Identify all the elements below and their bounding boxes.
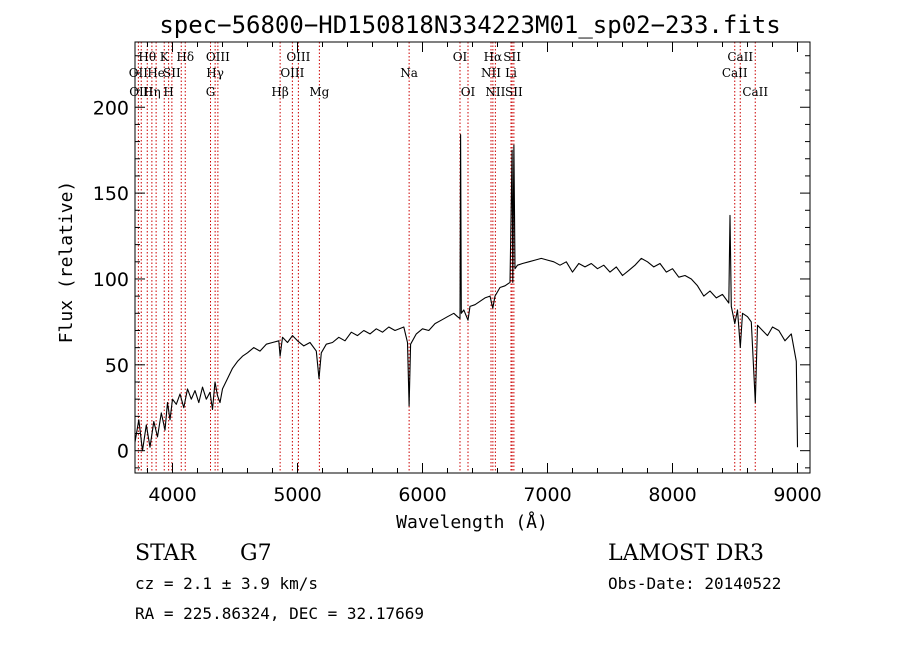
plot-frame xyxy=(134,41,811,474)
object-type: STAR xyxy=(135,541,197,566)
line-marker-label: SII xyxy=(503,50,521,64)
spectral-line-labels: OIIOIIIHθHηHeKHSIIHδGHγOIIIHβOIIIOIIIMgN… xyxy=(129,50,769,99)
x-tick-label: 5000 xyxy=(273,484,321,506)
line-marker-label: Na xyxy=(400,66,418,80)
x-tick-label: 8000 xyxy=(648,484,696,506)
line-marker-label: K xyxy=(160,50,170,64)
line-marker-label: Hη xyxy=(143,85,161,99)
x-tick-label: 9000 xyxy=(773,484,821,506)
y-tick-label: 50 xyxy=(105,355,129,377)
x-tick-label: 4000 xyxy=(148,484,196,506)
line-marker-label: OIII xyxy=(286,50,310,64)
line-marker-label: Hθ xyxy=(138,50,156,64)
x-tick-label: 6000 xyxy=(398,484,446,506)
line-marker-label: OI xyxy=(461,85,476,99)
line-marker-label: Hγ xyxy=(206,66,224,80)
y-axis-label: Flux (relative) xyxy=(56,181,77,344)
chart-title: spec−56800−HD150818N334223M01_sp02−233.f… xyxy=(159,11,780,39)
y-tick-label: 200 xyxy=(93,97,129,119)
x-tick-label: 7000 xyxy=(523,484,571,506)
line-marker-label: OI xyxy=(453,50,468,64)
y-axis-ticks: 0 50 100 150 200 xyxy=(93,55,810,469)
line-marker-label: Mg xyxy=(309,85,329,99)
spectral-line-markers xyxy=(137,42,756,473)
spectrum-line xyxy=(134,134,799,452)
spectral-subclass: G7 xyxy=(240,541,272,566)
survey-name: LAMOST DR3 xyxy=(608,541,764,566)
line-marker-label: SII xyxy=(505,85,523,99)
line-marker-label: OIII xyxy=(206,50,230,64)
line-marker-label: CaII xyxy=(722,66,748,80)
line-marker-label: H xyxy=(163,85,173,99)
y-tick-label: 150 xyxy=(93,183,129,205)
x-axis-ticks: 4000 5000 6000 7000 8000 9000 xyxy=(147,42,822,506)
line-marker-label: NII xyxy=(485,85,505,99)
line-marker-label: CaII xyxy=(742,85,768,99)
y-tick-label: 100 xyxy=(93,269,129,291)
line-marker-label: OIII xyxy=(280,66,304,80)
redshift-velocity: cz = 2.1 ± 3.9 km/s xyxy=(135,574,318,593)
line-marker-label: Li xyxy=(505,66,517,80)
line-marker-label: Hδ xyxy=(176,50,194,64)
line-marker-label: NII xyxy=(481,66,501,80)
line-marker-label: SII xyxy=(163,66,181,80)
line-marker-label: Hα xyxy=(484,50,503,64)
line-marker-label: Hβ xyxy=(271,85,288,99)
y-tick-label: 0 xyxy=(117,441,129,463)
line-marker-label: He xyxy=(147,66,165,80)
coordinates: RA = 225.86324, DEC = 32.17669 xyxy=(135,604,424,623)
observation-date: Obs-Date: 20140522 xyxy=(608,574,781,593)
line-marker-label: G xyxy=(206,85,216,99)
x-axis-label: Wavelength (Å) xyxy=(396,511,548,533)
line-marker-label: CaII xyxy=(727,50,753,64)
